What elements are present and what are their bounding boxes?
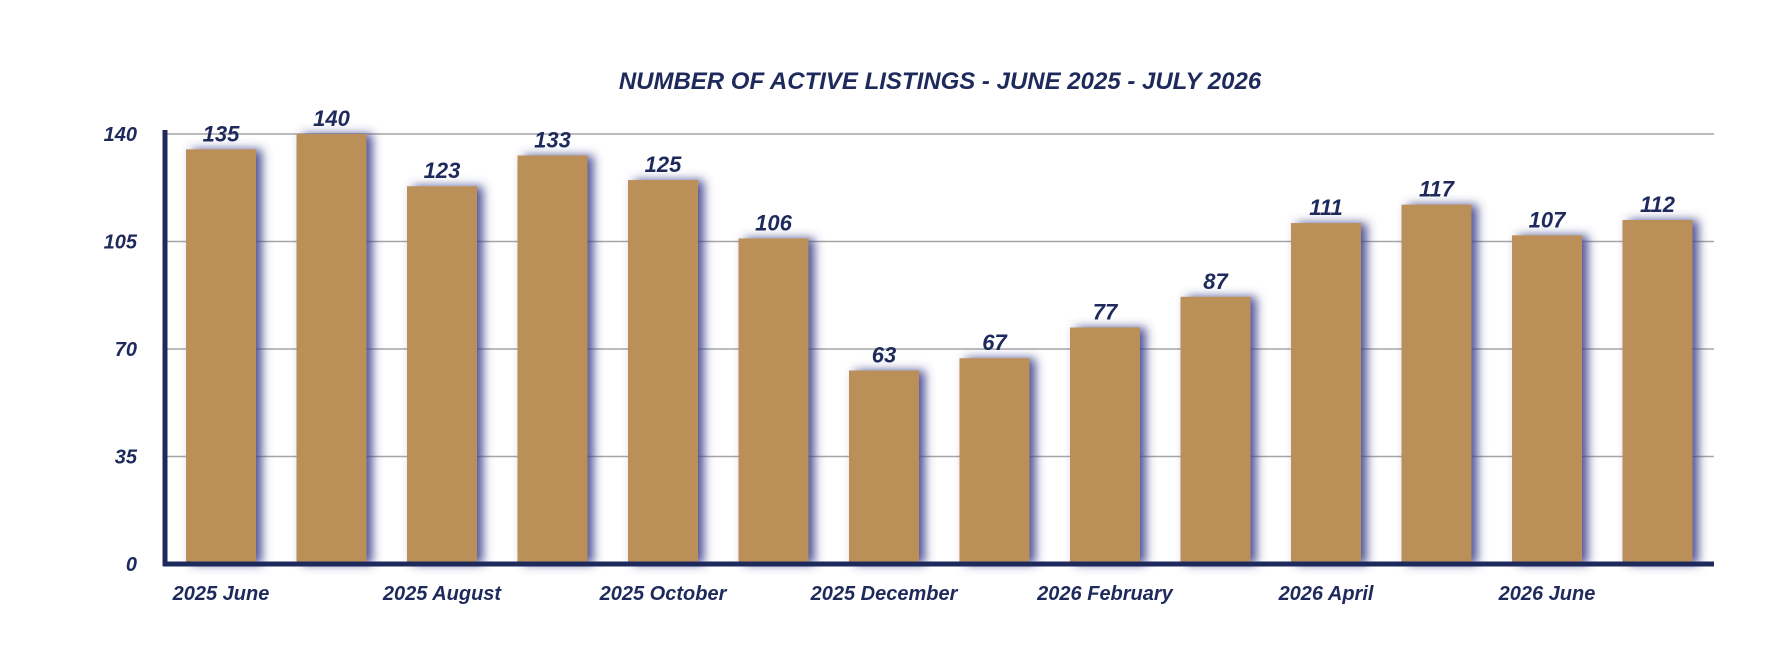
data-label: 106 — [755, 210, 792, 235]
bar — [1622, 220, 1693, 564]
bar — [1070, 327, 1140, 564]
data-label: 140 — [313, 106, 350, 131]
data-label: 107 — [1529, 207, 1567, 232]
chart-title: NUMBER OF ACTIVE LISTINGS - JUNE 2025 - … — [619, 68, 1262, 95]
x-tick-label: 2025 October — [599, 583, 728, 605]
data-label: 67 — [982, 330, 1008, 355]
data-label: 112 — [1640, 192, 1676, 217]
data-label: 77 — [1093, 300, 1119, 325]
data-label: 117 — [1419, 177, 1456, 202]
data-label: 111 — [1309, 195, 1342, 220]
y-tick-label: 105 — [104, 232, 138, 254]
data-label: 135 — [203, 121, 240, 146]
bar — [1401, 204, 1472, 564]
data-label: 87 — [1203, 269, 1229, 294]
bar — [1291, 223, 1361, 565]
axes — [162, 130, 1714, 567]
x-tick-label: 2026 February — [1036, 583, 1174, 605]
data-label: 63 — [872, 343, 896, 368]
bar — [517, 155, 588, 564]
x-tick-label: 2025 June — [172, 583, 270, 605]
bar — [1512, 235, 1582, 564]
bars — [186, 134, 1693, 565]
data-label: 133 — [534, 128, 571, 153]
data-label: 123 — [424, 158, 461, 183]
data-label: 125 — [645, 152, 682, 177]
bar — [1180, 296, 1251, 564]
bar — [738, 238, 809, 564]
data-labels: 135 140 123 133 125 106 63 67 77 87 111 117 107 112 — [203, 106, 1676, 368]
y-tick-label: 140 — [104, 124, 137, 146]
bar — [628, 180, 698, 565]
bar — [296, 134, 367, 564]
bar — [849, 370, 919, 564]
x-tick-label: 2026 April — [1278, 583, 1374, 605]
y-axis-ticks: 0 35 70 105 140 — [104, 124, 138, 576]
y-tick-label: 0 — [126, 554, 137, 576]
bar — [959, 358, 1030, 564]
gridlines — [165, 133, 1714, 458]
y-tick-label: 70 — [115, 339, 137, 361]
x-tick-label: 2026 June — [1498, 583, 1596, 605]
x-axis-ticks: 2025 June 2025 August 2025 October 2025 Dec… — [172, 583, 1596, 605]
x-tick-label: 2025 August — [382, 583, 503, 605]
bar — [186, 149, 256, 564]
bar — [407, 186, 477, 564]
y-tick-label: 35 — [115, 447, 138, 469]
x-tick-label: 2025 December — [810, 583, 959, 605]
